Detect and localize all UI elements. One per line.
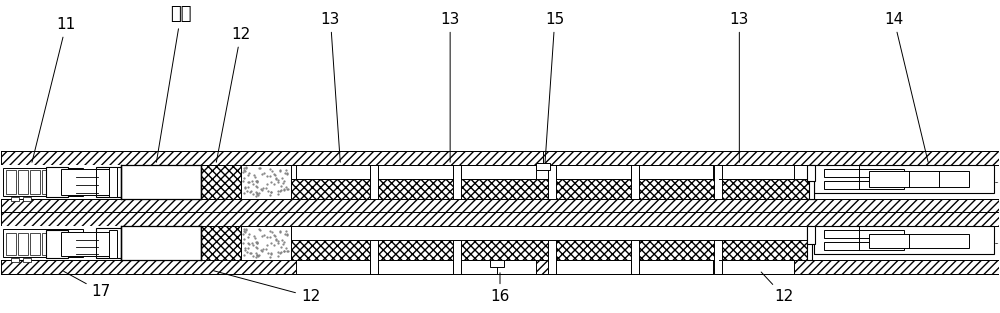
Bar [109,167,117,197]
Bar [11,197,19,201]
Bar [370,165,378,199]
Bar [30,233,40,255]
Bar [121,165,201,199]
Bar [536,163,550,170]
Bar [54,233,64,255]
Bar [66,233,76,255]
Bar [719,260,794,274]
Bar [370,240,378,274]
Bar [556,165,631,179]
Bar [461,260,536,274]
Bar [30,170,40,194]
Bar [1,260,999,274]
Bar [42,233,52,255]
Bar [46,167,68,197]
Text: 15: 15 [545,12,564,162]
Bar [46,230,68,258]
Bar [296,165,370,179]
Bar [121,226,201,260]
Bar [714,165,722,199]
Bar [807,226,812,260]
Bar [453,165,461,199]
Bar [241,165,291,199]
Bar [719,165,794,179]
Bar [714,240,722,274]
Bar [96,169,111,195]
Bar [291,165,809,199]
Text: 17: 17 [64,271,111,299]
Bar [639,165,713,179]
Bar [1,226,201,260]
Bar [96,228,186,258]
Bar [1,165,201,199]
Bar [461,165,536,179]
Bar [96,167,186,197]
Text: 12: 12 [761,272,794,304]
Bar [23,258,31,262]
Bar [869,234,969,248]
Bar [809,165,814,199]
Bar [96,232,111,256]
Text: 14: 14 [884,12,928,162]
Bar [548,240,556,274]
Bar [824,169,904,177]
Bar [109,230,117,258]
Text: 13: 13 [321,12,340,162]
Bar [1,151,999,165]
Bar [291,226,809,260]
Bar [66,170,76,194]
Text: 挡套: 挡套 [156,5,192,162]
Bar [11,258,19,262]
Bar [61,232,96,256]
Bar [201,226,241,260]
Bar [453,240,461,274]
Bar [61,169,96,195]
Text: 16: 16 [490,273,510,304]
Bar [869,171,969,187]
Bar [556,260,631,274]
Bar [54,170,64,194]
Bar [23,197,31,201]
Bar [807,226,815,244]
Bar [1,213,999,226]
Bar [824,230,904,238]
Text: 12: 12 [216,27,250,162]
Bar [631,165,639,199]
Bar [42,170,52,194]
Bar [490,260,504,267]
Bar [3,168,83,196]
Text: 13: 13 [440,12,460,162]
Bar [18,170,28,194]
Bar [3,229,83,257]
Bar [6,233,16,255]
Bar [241,226,291,260]
Bar [291,179,809,199]
Bar [814,165,994,193]
Bar [1,199,999,213]
Bar [814,226,994,254]
Bar [201,165,241,199]
Bar [378,260,453,274]
Bar [807,165,815,181]
Bar [378,165,453,179]
Text: 11: 11 [32,17,76,162]
Text: 13: 13 [730,12,749,162]
Bar [6,170,16,194]
Bar [639,260,713,274]
Text: 12: 12 [213,271,320,304]
Bar [631,240,639,274]
Bar [824,242,904,250]
Bar [291,240,809,260]
Bar [548,165,556,199]
Bar [824,181,904,189]
Bar [296,260,370,274]
Bar [18,233,28,255]
